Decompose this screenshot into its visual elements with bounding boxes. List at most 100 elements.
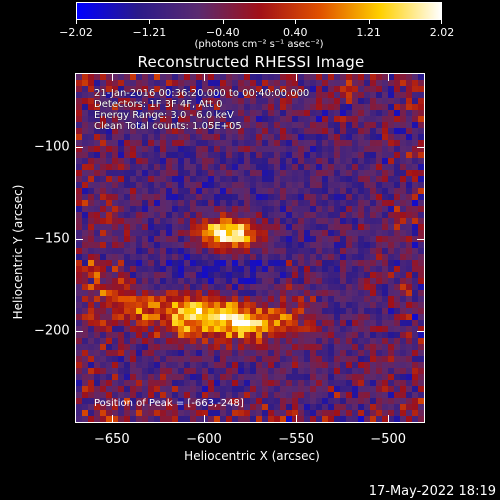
heatmap-cell	[256, 224, 263, 231]
heatmap-cell	[286, 380, 293, 387]
heatmap-cell	[190, 200, 197, 207]
heatmap-cell	[202, 338, 209, 345]
heatmap-cell	[178, 338, 185, 345]
heatmap-cell	[118, 254, 125, 261]
heatmap-cell	[280, 188, 287, 195]
heatmap-cell	[232, 176, 239, 183]
heatmap-cell	[220, 416, 227, 422]
heatmap-cell	[118, 176, 125, 183]
heatmap-cell	[400, 272, 407, 279]
heatmap-cell	[226, 404, 233, 411]
heatmap-cell	[352, 182, 359, 189]
heatmap-cell	[220, 302, 227, 309]
heatmap-cell	[250, 380, 257, 387]
heatmap-cell	[388, 110, 395, 117]
heatmap-cell	[298, 248, 305, 255]
heatmap-cell	[280, 182, 287, 189]
heatmap-cell	[172, 308, 179, 315]
heatmap-cell	[394, 230, 401, 237]
heatmap-cell	[388, 224, 395, 231]
heatmap-cell	[184, 404, 191, 411]
heatmap-cell	[160, 374, 167, 381]
heatmap-cell	[202, 350, 209, 357]
heatmap-cell	[100, 152, 107, 159]
heatmap-cell	[400, 74, 407, 81]
heatmap-cell	[166, 122, 173, 129]
heatmap-cell	[136, 284, 143, 291]
heatmap-cell	[292, 128, 299, 135]
heatmap-cell	[262, 278, 269, 285]
heatmap-cell	[364, 194, 371, 201]
heatmap-cell	[148, 146, 155, 153]
heatmap-cell	[256, 104, 263, 111]
heatmap-cell	[112, 266, 119, 273]
heatmap-cell	[160, 218, 167, 225]
heatmap-cell	[358, 140, 365, 147]
heatmap-cell	[100, 398, 107, 405]
heatmap-cell	[196, 98, 203, 105]
heatmap-cell	[304, 212, 311, 219]
heatmap-cell	[370, 206, 377, 213]
info-clean-counts: Clean Total counts: 1.05E+05	[94, 121, 242, 132]
heatmap-cell	[100, 386, 107, 393]
heatmap-cell	[346, 416, 353, 422]
heatmap-cell	[202, 164, 209, 171]
heatmap-cell	[370, 236, 377, 243]
heatmap-cell	[76, 212, 83, 219]
heatmap-cell	[292, 386, 299, 393]
heatmap-cell	[286, 164, 293, 171]
heatmap-cell	[274, 374, 281, 381]
heatmap-cell	[340, 122, 347, 129]
heatmap-cell	[154, 140, 161, 147]
heatmap-cell	[136, 338, 143, 345]
heatmap-cell	[394, 182, 401, 189]
heatmap-cell	[352, 80, 359, 87]
heatmap-cell	[238, 368, 245, 375]
heatmap-cell	[238, 218, 245, 225]
heatmap-cell	[358, 254, 365, 261]
heatmap-cell	[400, 392, 407, 399]
heatmap-cell	[196, 362, 203, 369]
heatmap-cell	[202, 194, 209, 201]
heatmap-cell	[208, 404, 215, 411]
heatmap-cell	[358, 260, 365, 267]
heatmap-cell	[316, 122, 323, 129]
heatmap-cell	[76, 98, 83, 105]
heatmap-cell	[400, 146, 407, 153]
heatmap-cell	[76, 74, 83, 81]
heatmap-cell	[82, 236, 89, 243]
heatmap-cell	[232, 386, 239, 393]
heatmap-cell	[364, 206, 371, 213]
heatmap-cell	[316, 200, 323, 207]
heatmap-cell	[232, 188, 239, 195]
heatmap-cell	[382, 320, 389, 327]
heatmap-cell	[388, 92, 395, 99]
heatmap-cell	[280, 86, 287, 93]
heatmap-cell	[148, 86, 155, 93]
heatmap-cell	[364, 278, 371, 285]
heatmap-cell	[94, 308, 101, 315]
heatmap-cell	[112, 362, 119, 369]
heatmap-cell	[292, 344, 299, 351]
heatmap-cell	[262, 134, 269, 141]
heatmap-cell	[190, 302, 197, 309]
heatmap-cell	[214, 74, 221, 81]
heatmap-cell	[268, 152, 275, 159]
heatmap-cell	[88, 398, 95, 405]
heatmap-cell	[310, 74, 317, 81]
heatmap-cell	[220, 248, 227, 255]
heatmap-cell	[412, 344, 419, 351]
heatmap-cell	[352, 170, 359, 177]
heatmap-cell	[364, 260, 371, 267]
heatmap-cell	[274, 170, 281, 177]
heatmap-cell	[76, 404, 83, 411]
heatmap-cell	[292, 308, 299, 315]
heatmap-cell	[364, 188, 371, 195]
heatmap-cell	[334, 302, 341, 309]
heatmap-cell	[208, 392, 215, 399]
heatmap-cell	[136, 74, 143, 81]
heatmap-cell	[88, 332, 95, 339]
heatmap-cell	[244, 266, 251, 273]
heatmap-cell	[412, 92, 419, 99]
heatmap-cell	[256, 326, 263, 333]
